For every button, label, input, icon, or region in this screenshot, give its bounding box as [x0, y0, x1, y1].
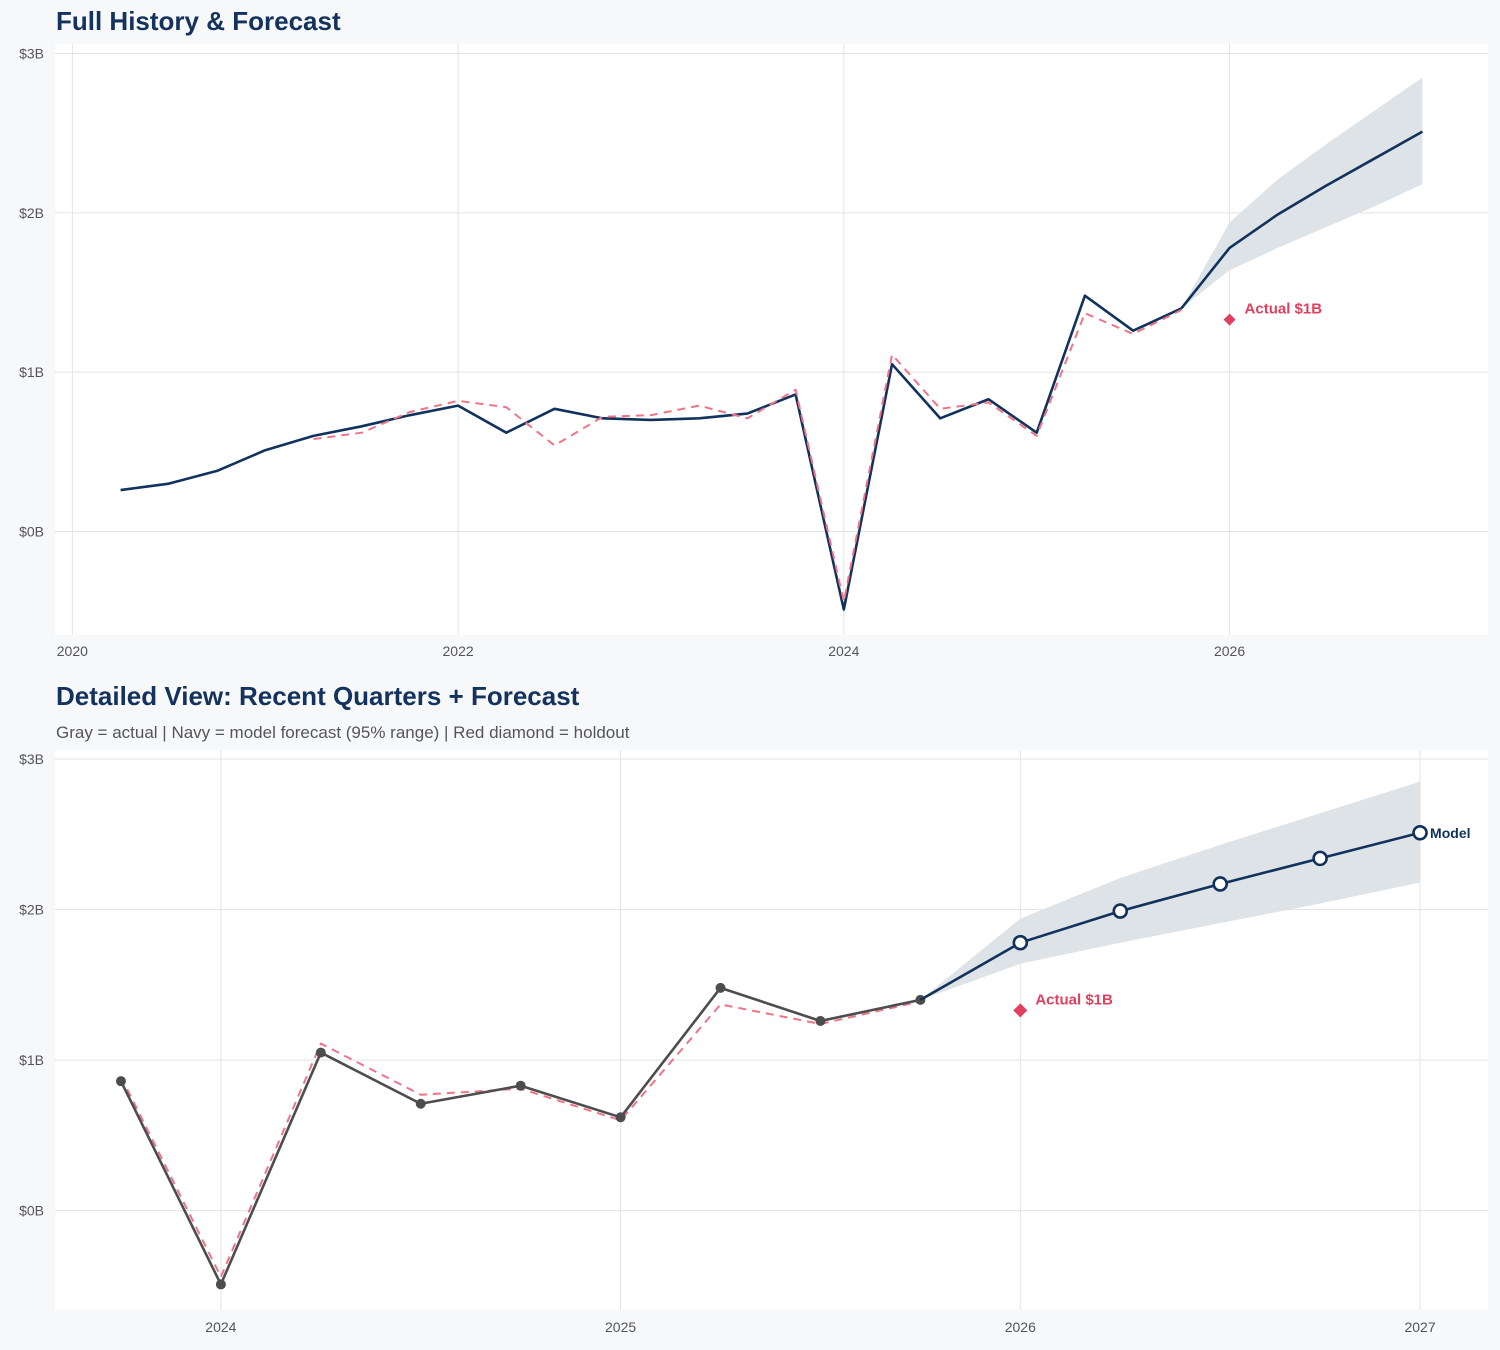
holdout-label: Actual $1B — [1245, 301, 1323, 318]
model-end-label: Model — [1430, 825, 1470, 841]
forecast-point — [1412, 824, 1428, 841]
forecast-band — [920, 781, 1421, 1000]
plot-area — [55, 44, 1488, 635]
x-tick-label: 2020 — [57, 643, 88, 659]
y-tick-label: $2B — [19, 902, 44, 918]
forecast-line — [919, 831, 1421, 1002]
actual-point — [315, 1047, 326, 1058]
actual-point — [615, 1112, 626, 1123]
top-chart-title: Full History & Forecast — [56, 6, 341, 36]
x-tick-label: 2026 — [1005, 1319, 1036, 1335]
actual-point — [815, 1015, 826, 1026]
y-tick-label: $3B — [19, 46, 44, 62]
forecast-point — [1112, 903, 1129, 919]
bottom-chart: $0B $1B $2B $3B 2024 2025 2026 2027 Model Actual … — [19, 750, 1488, 1335]
top-chart: $0B $1B $2B $3B 2020 2022 2024 2026 Actual $1B — [19, 44, 1488, 659]
bottom-chart-title: Detailed View: Recent Quarters + Forecas… — [56, 681, 580, 711]
y-tick-label: $3B — [19, 751, 44, 767]
actual-line — [120, 294, 1182, 611]
x-tick-label: 2025 — [605, 1319, 636, 1335]
fitted-line — [313, 309, 1182, 603]
forecast-point — [1212, 876, 1228, 892]
holdout-diamond — [1223, 313, 1236, 326]
forecast-line — [1180, 130, 1424, 310]
actual-point — [715, 982, 726, 993]
y-tick-label: $0B — [19, 523, 44, 539]
actual-point — [415, 1098, 426, 1109]
forecast-point — [1312, 850, 1328, 867]
holdout-diamond — [1013, 1003, 1028, 1018]
y-tick-label: $1B — [19, 364, 44, 380]
y-tick-label: $1B — [19, 1052, 44, 1068]
bottom-chart-subtitle: Gray = actual | Navy = model forecast (9… — [56, 723, 630, 742]
forecast-band — [1181, 77, 1423, 309]
x-tick-label: 2027 — [1404, 1319, 1435, 1335]
forecast-point — [1012, 934, 1029, 951]
x-tick-label: 2026 — [1214, 643, 1245, 659]
actual-point — [215, 1279, 226, 1290]
x-tick-label: 2024 — [828, 643, 859, 659]
x-tick-label: 2024 — [205, 1319, 236, 1335]
y-tick-label: $0B — [19, 1203, 44, 1219]
holdout-label: Actual $1B — [1035, 991, 1113, 1008]
y-tick-label: $2B — [19, 205, 44, 221]
actual-point — [515, 1080, 526, 1091]
actual-point — [115, 1076, 126, 1087]
x-tick-label: 2022 — [443, 643, 474, 659]
